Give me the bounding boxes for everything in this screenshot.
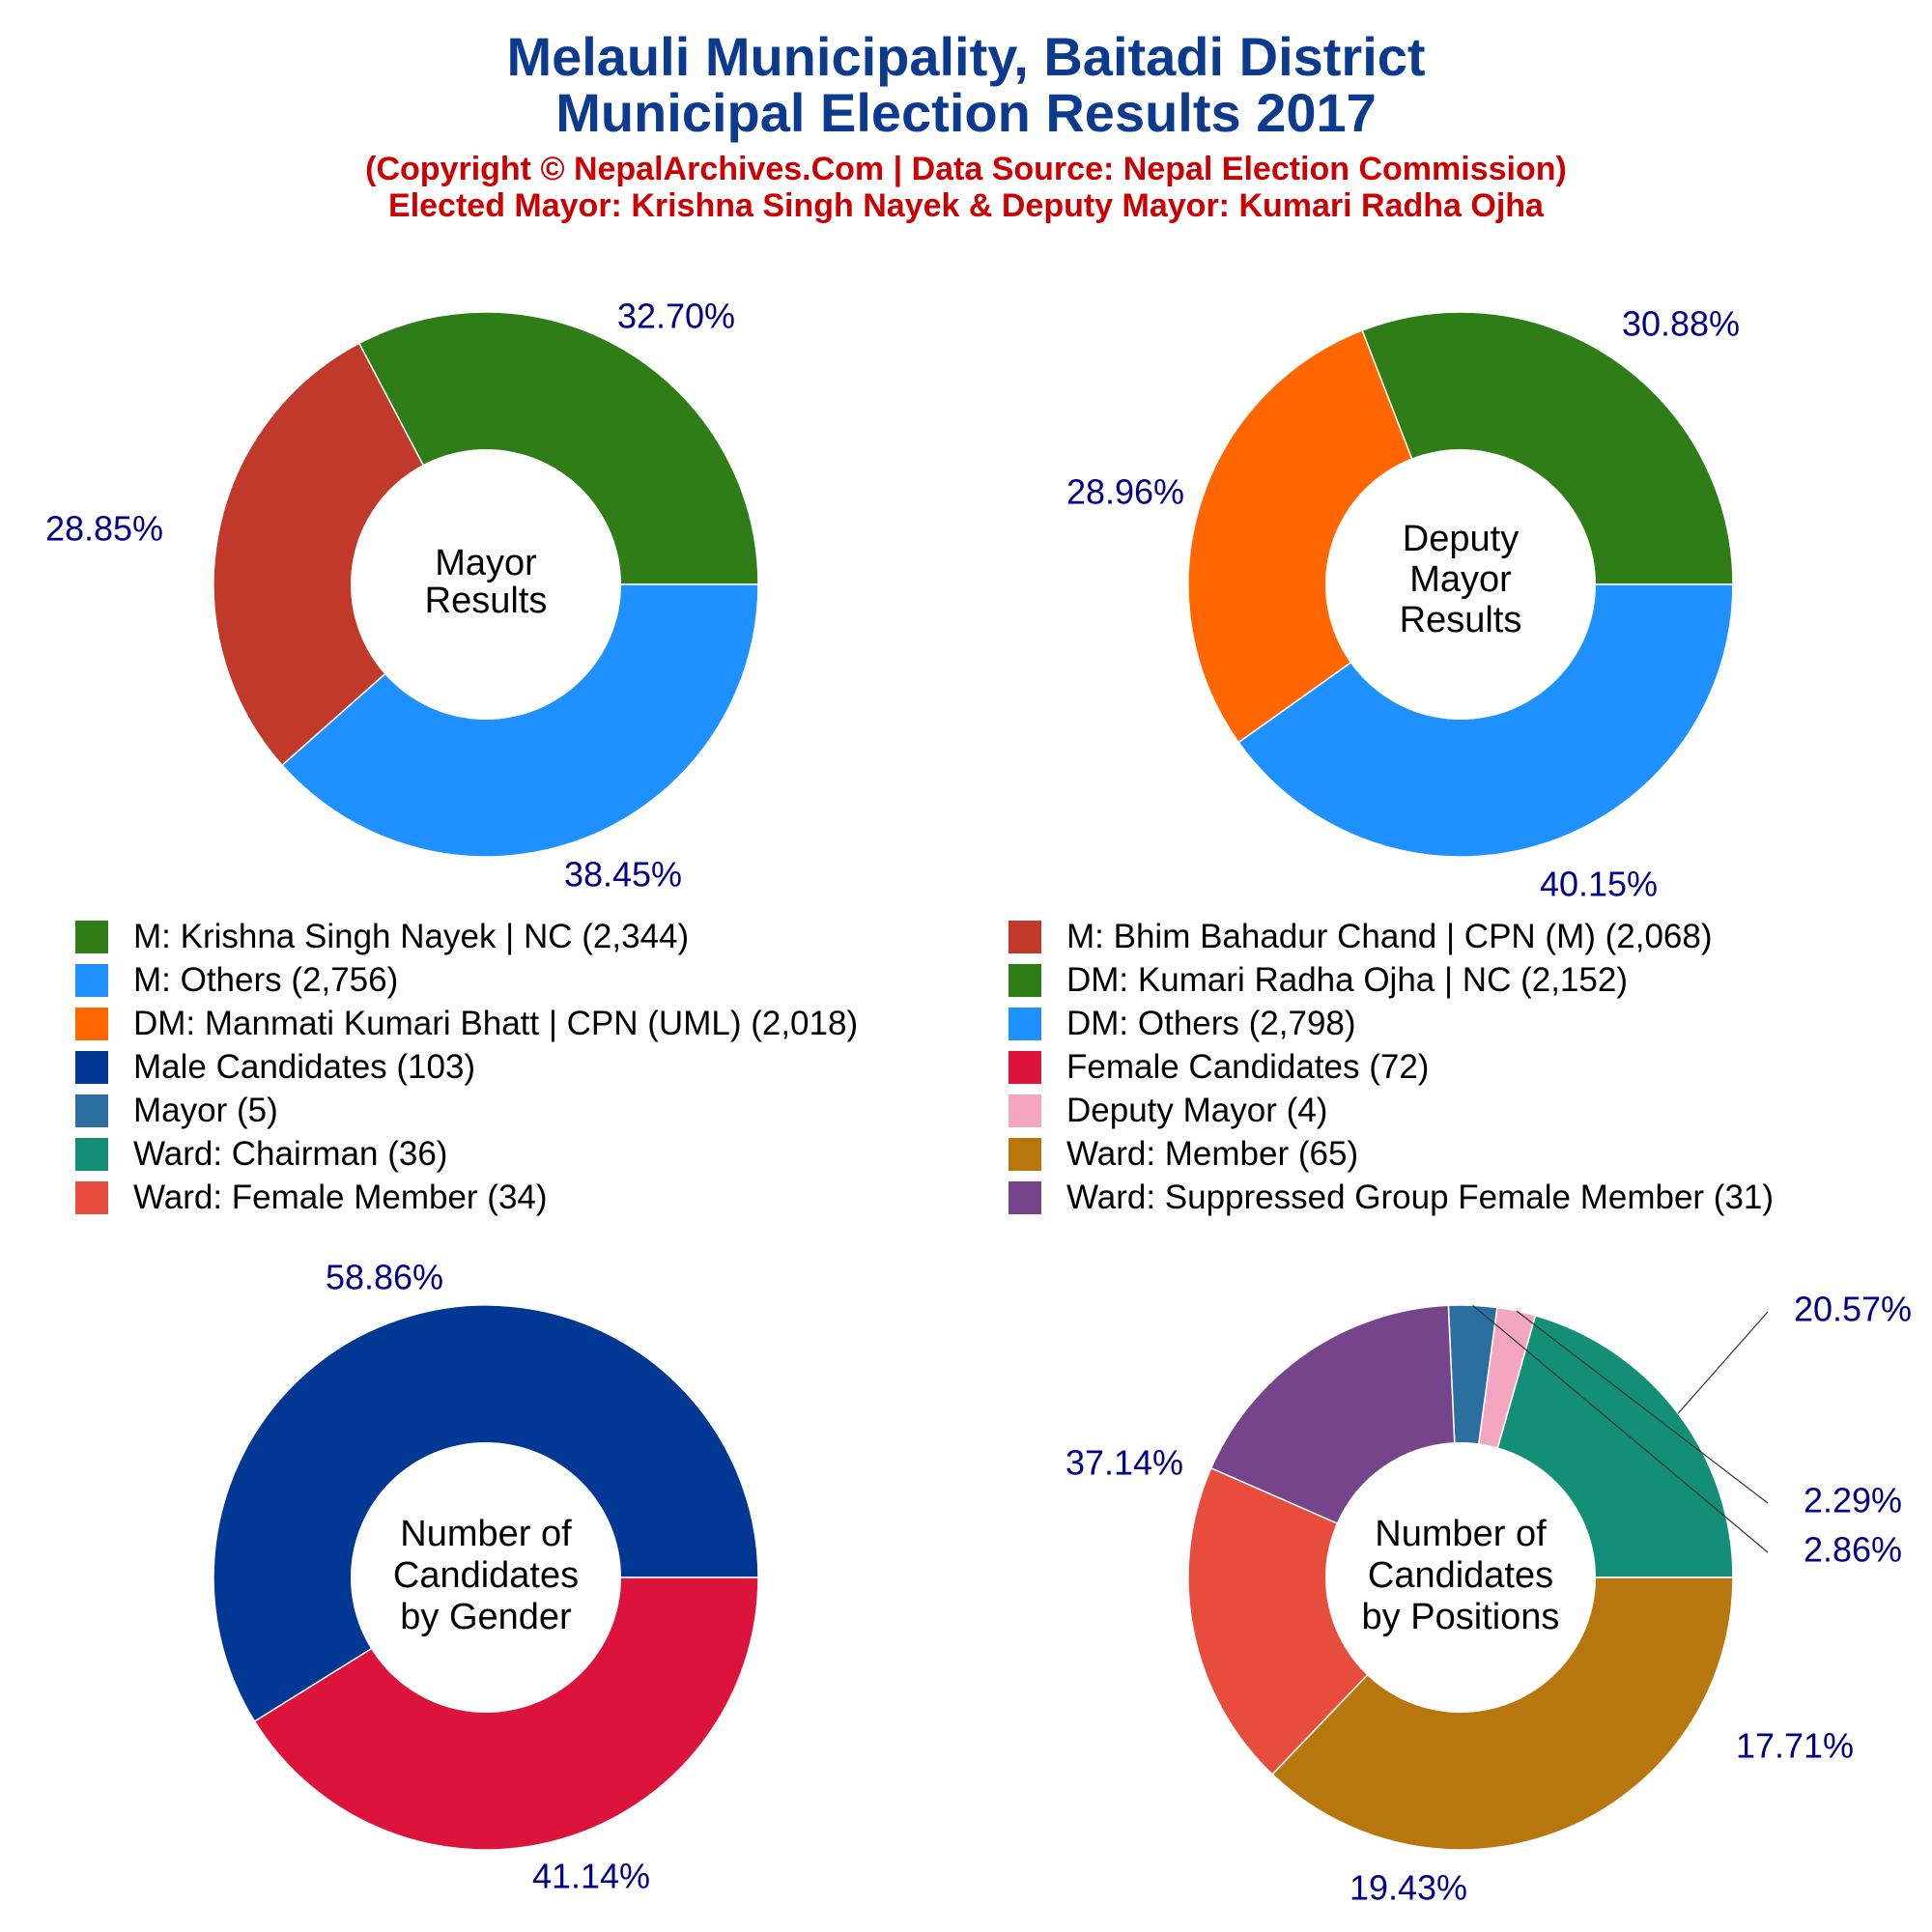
legend-swatch (75, 1181, 108, 1214)
donut-center-label: Deputy (1403, 519, 1519, 559)
donut-center-label: Candidates (393, 1555, 579, 1596)
legend-swatch (1009, 921, 1041, 953)
donut-center-label: by Gender (400, 1597, 572, 1637)
donut-hole (1325, 449, 1596, 720)
pie-slice (1237, 583, 1734, 858)
legend-label: Male Candidates (103) (133, 1048, 476, 1086)
legend-item: DM: Manmati Kumari Bhatt | CPN (UML) (2,… (75, 1003, 858, 1045)
donut-hole (351, 1442, 621, 1713)
donut-hole (1325, 1442, 1596, 1713)
percent-label: 2.29% (1804, 1481, 1902, 1520)
percent-label: 40.15% (1540, 865, 1658, 904)
legend-label: DM: Manmati Kumari Bhatt | CPN (UML) (2,… (133, 1005, 859, 1042)
donut-center-label: Mayor (1409, 559, 1512, 600)
pie-slice (1187, 1466, 1463, 1776)
legend-label: Ward: Suppressed Group Female Member (31… (1066, 1179, 1775, 1216)
donut-center-label: by Positions (1362, 1597, 1560, 1637)
percent-label: 28.85% (45, 509, 163, 549)
legend-swatch (1009, 1008, 1041, 1040)
legend-label: Mayor (5) (133, 1092, 278, 1129)
legend-label: Ward: Chairman (36) (133, 1135, 448, 1173)
donut-center-label: Number of (1375, 1514, 1547, 1554)
label-leader-line (1677, 1311, 1769, 1414)
pie-slice (213, 342, 487, 767)
legend-swatch (1009, 1051, 1041, 1084)
legend-label: Deputy Mayor (4) (1066, 1092, 1328, 1129)
pie-slice (1271, 1577, 1734, 1851)
percent-label: 41.14% (532, 1857, 650, 1896)
legend-item: Female Candidates (72) (1009, 1046, 1429, 1089)
percent-label: 28.96% (1066, 472, 1184, 512)
legend-swatch (75, 1138, 108, 1171)
legend-item: Ward: Female Member (34) (75, 1177, 548, 1219)
legend-item: Ward: Suppressed Group Female Member (31… (1009, 1177, 1774, 1219)
legend-item: Male Candidates (103) (75, 1046, 475, 1089)
legend-swatch (1009, 964, 1041, 997)
donut-center-label: Mayor (435, 543, 537, 583)
pie-slice (1187, 329, 1462, 744)
legend-label: M: Bhim Bahadur Chand | CPN (M) (2,068) (1066, 918, 1713, 955)
legend-swatch (75, 1094, 108, 1127)
legend-swatch (75, 1008, 108, 1040)
legend-item: DM: Others (2,798) (1009, 1003, 1356, 1045)
percent-label: 19.43% (1350, 1868, 1467, 1908)
donut-center-label: Number of (400, 1514, 572, 1554)
legend-item: Mayor (5) (75, 1090, 278, 1132)
percent-label: 32.70% (617, 297, 735, 336)
legend-label: M: Krishna Singh Nayek | NC (2,344) (133, 918, 690, 955)
donut-center-label: Results (1400, 600, 1522, 640)
legend-label: M: Others (2,756) (133, 961, 399, 999)
legend-item: Deputy Mayor (4) (1009, 1090, 1327, 1132)
label-leader-line (1472, 1304, 1769, 1553)
percent-label: 58.86% (326, 1258, 443, 1297)
pie-slice (281, 583, 759, 858)
legend-item: Ward: Member (65) (1009, 1133, 1358, 1176)
legend-swatch (75, 921, 108, 953)
donut-center-label: Candidates (1368, 1555, 1553, 1596)
legend-swatch (1009, 1181, 1041, 1214)
legend-item: Ward: Chairman (36) (75, 1133, 447, 1176)
percent-label: 2.86% (1804, 1530, 1902, 1570)
label-leader-line (1516, 1310, 1769, 1504)
legend-label: Ward: Member (65) (1066, 1135, 1359, 1173)
percent-label: 30.88% (1622, 304, 1740, 344)
legend-item: M: Krishna Singh Nayek | NC (2,344) (75, 916, 689, 958)
percent-label: 37.14% (1065, 1443, 1183, 1483)
page-title-line1: Melauli Municipality, Baitadi District (506, 26, 1426, 87)
legend-item: M: Others (2,756) (75, 959, 398, 1002)
percent-label: 38.45% (564, 855, 682, 895)
legend-label: Female Candidates (72) (1066, 1048, 1430, 1086)
legend-swatch (1009, 1138, 1041, 1171)
legend-swatch (1009, 1094, 1041, 1127)
legend-label: Ward: Female Member (34) (133, 1179, 548, 1216)
legend-swatch (75, 1051, 108, 1084)
page-title-line2: Municipal Election Results 2017 (555, 82, 1377, 143)
percent-label: 17.71% (1736, 1726, 1854, 1766)
subtitle-elected: Elected Mayor: Krishna Singh Nayek & Dep… (388, 187, 1544, 224)
legend-label: DM: Others (2,798) (1066, 1005, 1356, 1042)
legend-item: M: Bhim Bahadur Chand | CPN (M) (2,068) (1009, 916, 1713, 958)
legend-label: DM: Kumari Radha Ojha | NC (2,152) (1066, 961, 1628, 999)
subtitle-copyright: (Copyright © NepalArchives.Com | Data So… (365, 151, 1567, 187)
percent-label: 20.57% (1794, 1290, 1912, 1329)
legend-swatch (75, 964, 108, 997)
donut-center-label: Results (425, 581, 548, 621)
donut-hole (351, 449, 621, 720)
legend-item: DM: Kumari Radha Ojha | NC (2,152) (1009, 959, 1628, 1002)
